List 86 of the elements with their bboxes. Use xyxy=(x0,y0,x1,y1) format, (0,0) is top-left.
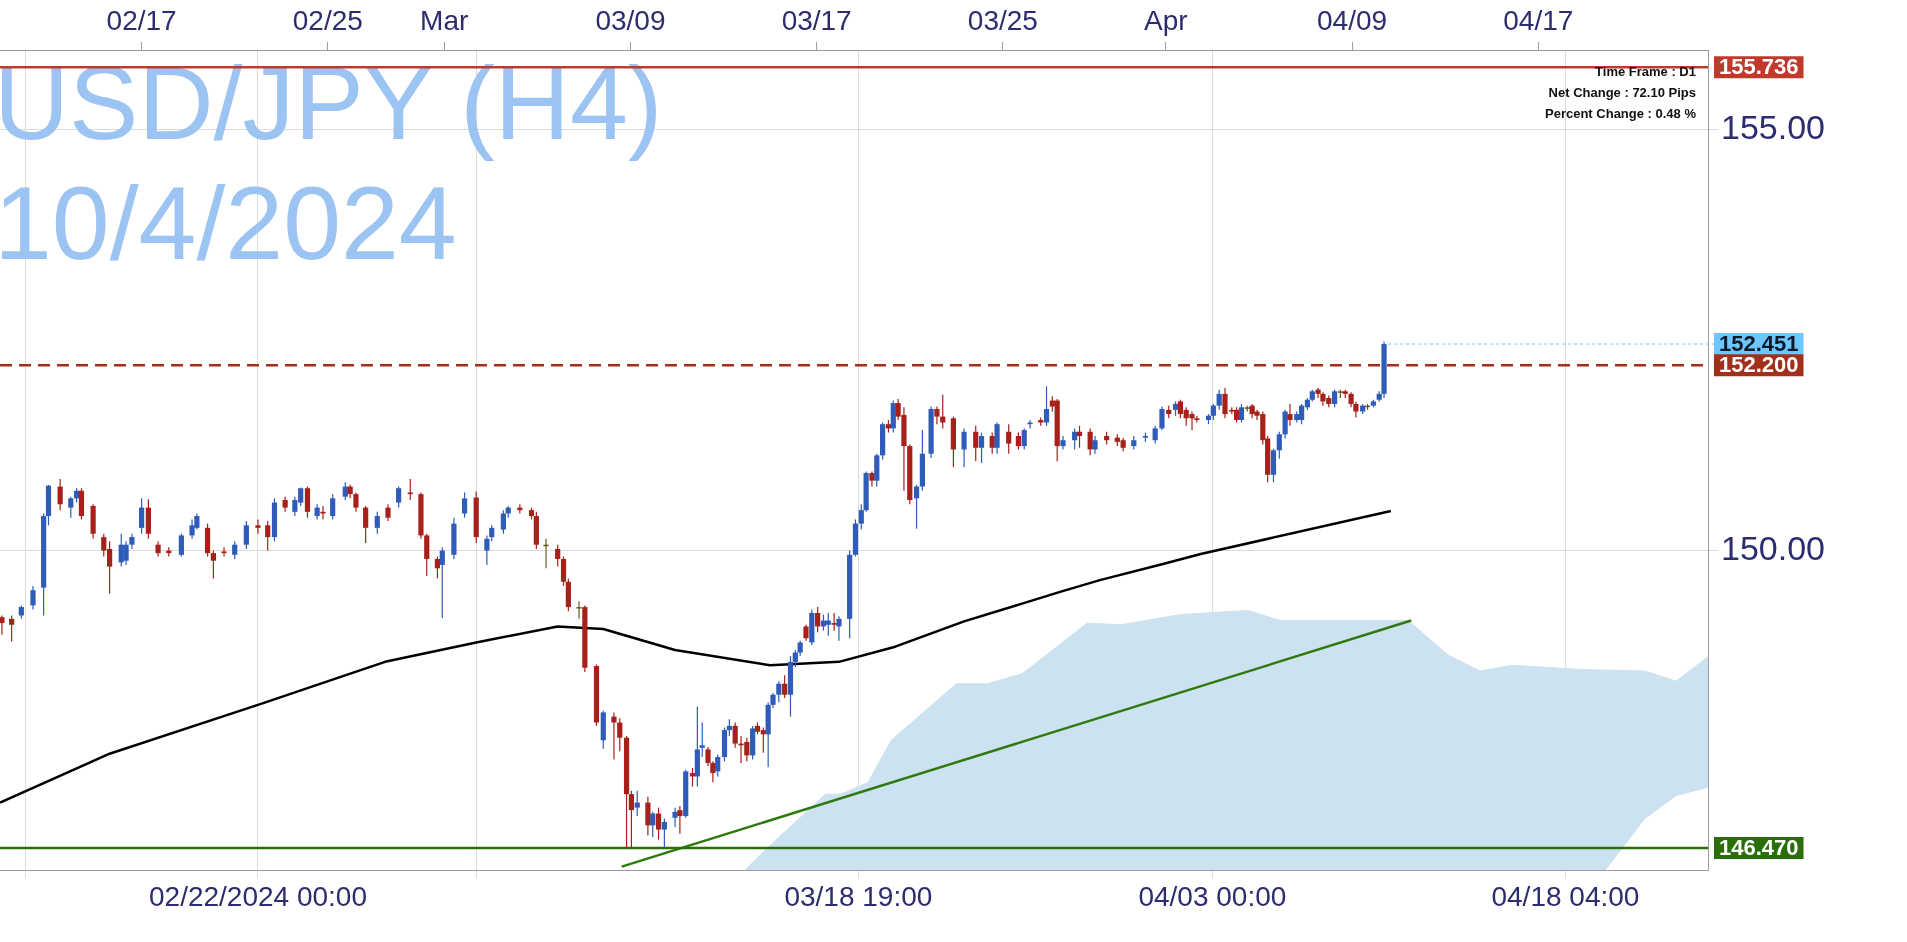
candlestick xyxy=(973,425,979,462)
candlestick xyxy=(363,505,369,544)
annotation: Net Change : 72.10 Pips xyxy=(1548,85,1696,101)
candlestick xyxy=(836,615,842,642)
x2-tick-label: 04/17 xyxy=(1503,4,1574,36)
x2-tick-label: 03/09 xyxy=(595,4,666,36)
text: 10/4/2024 xyxy=(0,164,457,281)
candlestick xyxy=(994,421,1000,455)
candlestick xyxy=(650,811,656,838)
candlestick xyxy=(439,546,445,619)
x2-tick-label: 03/25 xyxy=(967,4,1038,36)
candlestick xyxy=(9,614,15,643)
x2-tick-label: Mar xyxy=(420,4,469,36)
candlestick xyxy=(178,533,184,558)
candlestick xyxy=(330,493,336,521)
x-tick-label: 04/18 04:00 xyxy=(1491,880,1640,912)
chart-title: USD/JPY (H4) xyxy=(0,44,663,161)
candlestick xyxy=(68,496,74,519)
candlestick xyxy=(961,427,967,468)
candlestick xyxy=(265,520,271,552)
candlestick xyxy=(672,807,678,828)
candlestick xyxy=(1276,431,1282,460)
candlestick xyxy=(0,614,5,636)
candlestick xyxy=(139,497,145,535)
candlestick xyxy=(500,509,506,535)
candlestick xyxy=(776,680,782,703)
candlestick xyxy=(1027,419,1033,429)
candlestick xyxy=(30,585,36,611)
x-tick-label: 04/03 00:00 xyxy=(1138,880,1287,912)
annotation: Percent Change : 0.48 % xyxy=(1545,106,1697,122)
x2-tick-label: 04/09 xyxy=(1317,4,1388,36)
candlestick xyxy=(1006,423,1012,455)
candlestick xyxy=(825,612,831,637)
candlestick xyxy=(611,711,617,761)
candlestick xyxy=(934,405,940,425)
candlestick xyxy=(210,550,216,580)
candlestick xyxy=(396,485,402,509)
candlestick xyxy=(57,478,63,511)
x2-tick-label: Apr xyxy=(1144,4,1188,36)
candlestick xyxy=(715,753,721,778)
candlestick xyxy=(732,721,738,749)
x2-tick-label: 02/17 xyxy=(106,4,177,36)
candlestick xyxy=(407,478,413,501)
candlestick xyxy=(123,540,129,566)
candlestick xyxy=(424,533,430,577)
candlestick xyxy=(661,817,667,849)
candlestick xyxy=(1159,405,1165,431)
candlestick xyxy=(434,555,441,580)
candlestick xyxy=(221,546,227,558)
candlestick xyxy=(699,721,705,758)
candlestick xyxy=(353,491,359,513)
candlestick xyxy=(645,796,651,837)
candlestick xyxy=(320,505,326,521)
candlestick xyxy=(655,807,662,841)
candlestick xyxy=(576,600,582,620)
candlestick xyxy=(255,518,261,535)
candlestick xyxy=(617,717,623,752)
candlestick xyxy=(1076,425,1083,449)
candlestick xyxy=(555,544,561,568)
candlestick xyxy=(634,790,640,817)
candlestick xyxy=(1072,427,1078,451)
candlestick xyxy=(374,511,380,535)
candlestick xyxy=(913,484,920,530)
x-tick-label: 03/18 19:00 xyxy=(784,880,933,912)
x2-tick-label: 02/25 xyxy=(292,4,363,36)
ref-line-label: 146.470 xyxy=(1719,835,1799,861)
candlestick xyxy=(560,555,567,587)
candlestick xyxy=(1043,385,1050,427)
candlestick xyxy=(189,518,195,540)
annotation: Time Frame : D1 xyxy=(1595,64,1696,80)
candlestick xyxy=(1287,403,1293,427)
candlestick xyxy=(815,606,821,633)
y-tick-label: 155.00 xyxy=(1721,107,1825,146)
candlestick xyxy=(677,805,683,835)
candlestick xyxy=(461,491,468,519)
candlestick xyxy=(1216,389,1222,411)
x2-tick-label: 03/17 xyxy=(781,4,852,36)
candlestick xyxy=(978,432,985,464)
candlestick xyxy=(1021,427,1027,451)
y-tick-label: 150.00 xyxy=(1721,528,1825,567)
candlestick xyxy=(782,674,788,699)
candlestick xyxy=(304,485,311,519)
x-tick-label: 02/22/2024 00:00 xyxy=(149,880,367,912)
ref-line-label: 155.736 xyxy=(1719,54,1799,80)
candlestick xyxy=(628,790,635,849)
candlestick xyxy=(243,520,249,550)
